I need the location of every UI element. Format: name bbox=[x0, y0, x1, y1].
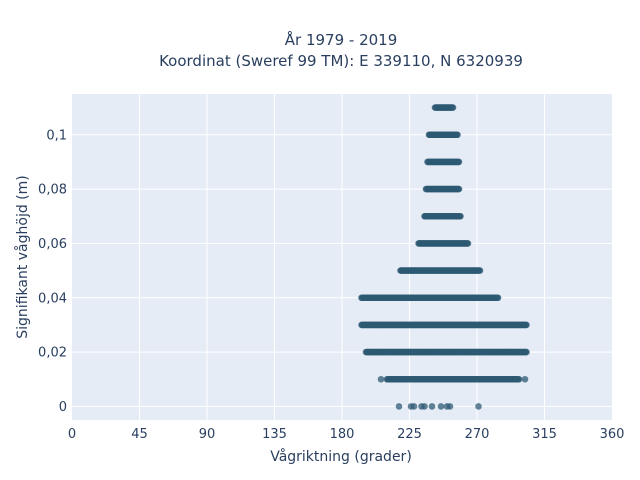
x-tick-label: 225 bbox=[397, 427, 422, 442]
data-point bbox=[421, 403, 428, 410]
data-point bbox=[464, 240, 472, 247]
x-tick-label: 360 bbox=[600, 427, 625, 442]
data-point bbox=[521, 375, 529, 383]
data-point bbox=[476, 267, 484, 274]
y-axis-label: Signifikant våghöjd (m) bbox=[14, 175, 31, 338]
data-point bbox=[454, 131, 461, 139]
data-point bbox=[437, 403, 445, 410]
data-point bbox=[523, 321, 530, 329]
data-point bbox=[446, 403, 454, 410]
data-points bbox=[358, 104, 530, 410]
data-point bbox=[449, 104, 457, 111]
data-point bbox=[395, 403, 403, 410]
y-tick-label: 0 bbox=[59, 400, 67, 415]
data-point bbox=[410, 403, 418, 410]
x-axis-label: Vågriktning (grader) bbox=[270, 448, 412, 465]
x-tick-label: 270 bbox=[465, 427, 490, 442]
grid-lines bbox=[72, 94, 612, 420]
chart-title: År 1979 - 2019 bbox=[285, 30, 398, 49]
data-point bbox=[515, 375, 523, 383]
data-point bbox=[428, 403, 436, 410]
data-point bbox=[475, 403, 482, 410]
data-point bbox=[457, 212, 464, 220]
y-tick-label: 0,02 bbox=[38, 346, 67, 361]
x-tick-label: 0 bbox=[68, 427, 76, 442]
x-tick-label: 45 bbox=[131, 427, 148, 442]
x-axis-ticks: 0 45 90 135 180 225 270 315 360 bbox=[68, 427, 625, 442]
y-tick-label: 0,08 bbox=[38, 183, 67, 198]
data-point bbox=[523, 348, 530, 356]
y-tick-label: 0,06 bbox=[38, 237, 67, 252]
y-tick-label: 0,04 bbox=[38, 291, 67, 306]
y-tick-label: 0,1 bbox=[46, 128, 67, 143]
x-tick-label: 315 bbox=[532, 427, 557, 442]
data-point bbox=[455, 185, 463, 193]
data-point bbox=[455, 158, 463, 166]
x-tick-label: 180 bbox=[330, 427, 355, 442]
x-tick-label: 135 bbox=[262, 427, 287, 442]
y-axis-ticks: 0 0,02 0,04 0,06 0,08 0,1 bbox=[38, 128, 67, 415]
data-point bbox=[494, 294, 502, 302]
x-tick-label: 90 bbox=[199, 427, 216, 442]
chart-subtitle: Koordinat (Sweref 99 TM): E 339110, N 63… bbox=[159, 52, 523, 70]
data-point bbox=[377, 375, 385, 383]
